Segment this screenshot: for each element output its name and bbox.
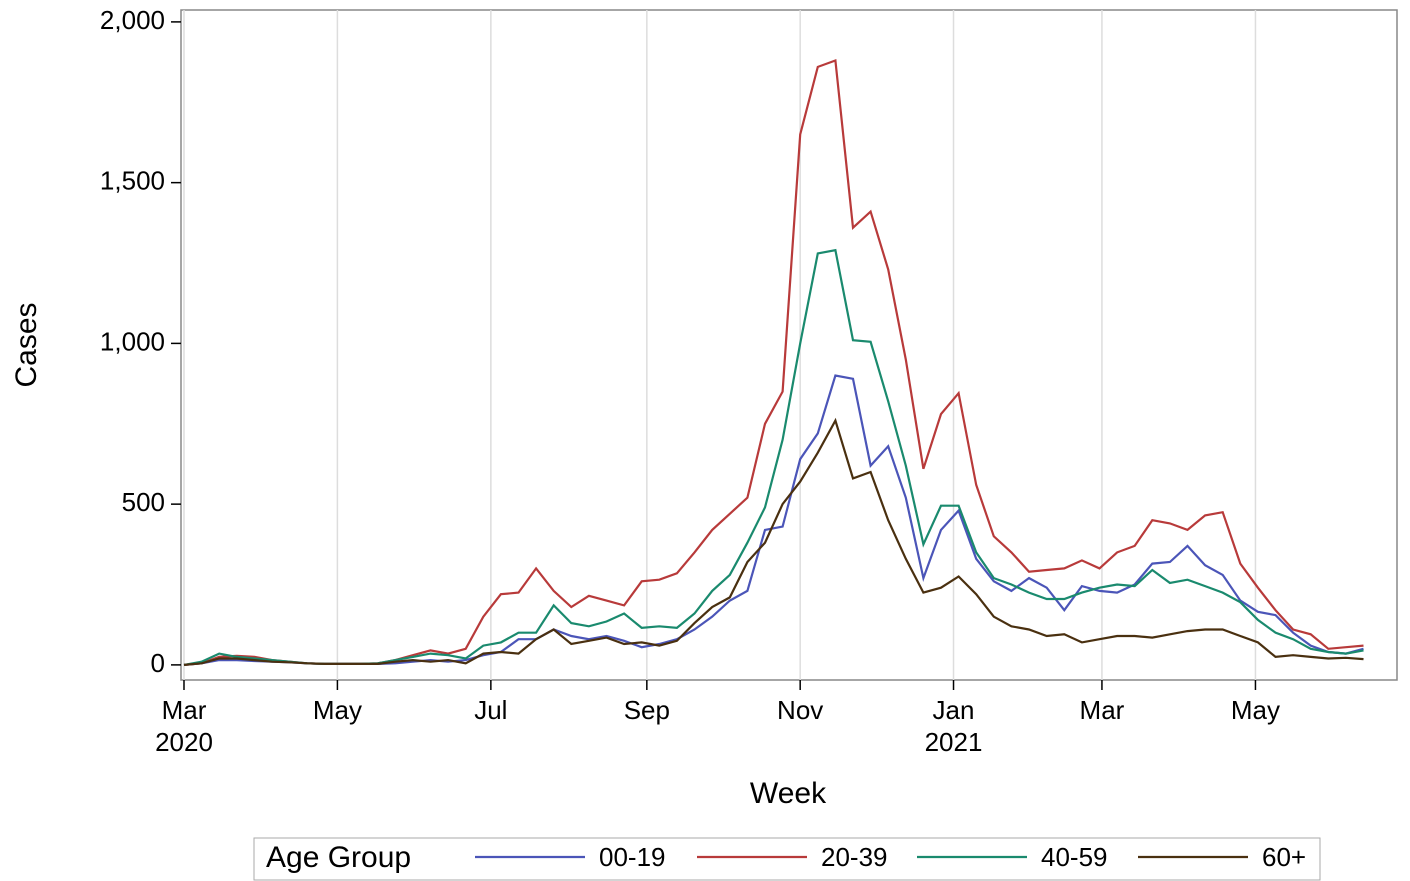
y-axis-label: Cases [10, 302, 43, 387]
legend-label: 60+ [1262, 842, 1306, 872]
x-axis-label: Week [750, 777, 827, 810]
legend-box [253, 837, 1321, 881]
series-line [183, 417, 1364, 666]
series-line [183, 248, 1364, 666]
x-tick-label: Mar 2020 [155, 695, 213, 757]
legend-label: 40-59 [1041, 842, 1108, 872]
x-tick-label: May [312, 695, 362, 725]
y-tick-label: 2,000 [100, 5, 165, 35]
x-tick-label: Jan 2021 [924, 695, 983, 757]
x-tick-label: Mar [1079, 695, 1125, 725]
plot-area [180, 9, 1398, 681]
x-tick-label: Jul [474, 695, 508, 725]
x-tick-label: Nov [777, 695, 824, 725]
x-tick-label: May [1230, 695, 1281, 725]
x-tick-label: Sep [623, 695, 670, 725]
y-tick-label: 1,000 [100, 326, 165, 356]
y-tick-label: 1,500 [100, 166, 165, 196]
y-tick-label: 500 [122, 487, 165, 517]
series-line [183, 374, 1364, 666]
legend-label: 20-39 [821, 842, 888, 872]
legend-label: 00-19 [599, 842, 666, 872]
legend-title: Age Group [266, 841, 411, 874]
series-line [183, 58, 1364, 666]
y-tick-label: 0 [151, 648, 165, 678]
